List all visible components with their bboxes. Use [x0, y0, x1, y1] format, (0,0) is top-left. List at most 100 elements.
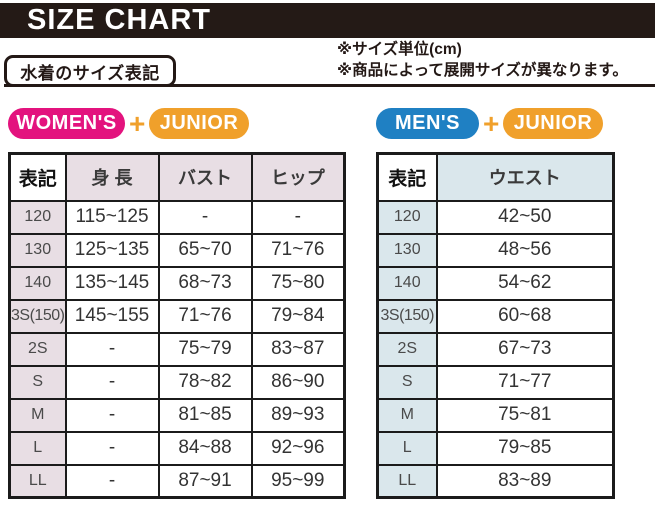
note-size-availability: ※商品によって展開サイズが異なります。 — [337, 62, 628, 79]
mens-table-body: 120 42~50 130 48~56 140 54~62 3S(150) 60~68 2S 67… — [376, 199, 615, 499]
mens-badge: MEN'S — [376, 108, 479, 139]
column-header-waist: ウエスト — [435, 152, 615, 202]
column-header-size: 表記 — [8, 152, 67, 202]
size-label-cell: 3S(150) — [376, 298, 438, 334]
size-label-cell: S — [376, 364, 438, 400]
header-row: 表記 身 長 バスト ヒップ — [8, 152, 346, 202]
junior-badge: JUNIOR — [503, 108, 603, 139]
hip-cell: 83~87 — [250, 331, 346, 367]
womens-table-body: 120 115~125- -130 125~135 65~70 71~76 140 135~1… — [8, 199, 346, 499]
size-label-cell: LL — [376, 463, 438, 499]
height-cell: 125~135 — [64, 232, 160, 268]
bust-cell: 81~85 — [157, 397, 253, 433]
bust-cell: 78~82 — [157, 364, 253, 400]
size-label-cell: 120 — [376, 199, 438, 235]
note-size-unit: ※サイズ単位(cm) — [337, 41, 462, 58]
table-row: S 71~77 — [376, 364, 615, 400]
divider-line — [4, 84, 655, 87]
size-label-cell: L — [376, 430, 438, 466]
size-label-cell: 2S — [376, 331, 438, 367]
table-row: 2S -75~79 83~87 — [8, 331, 346, 367]
size-label-cell: 130 — [376, 232, 438, 268]
waist-cell: 54~62 — [435, 265, 615, 301]
height-cell: - — [64, 331, 160, 367]
table-row: 120 115~125- - — [8, 199, 346, 235]
table-row: M -81~85 89~93 — [8, 397, 346, 433]
size-label-cell: L — [8, 430, 67, 466]
height-cell: 115~125 — [64, 199, 160, 235]
waist-cell: 75~81 — [435, 397, 615, 433]
waist-cell: 83~89 — [435, 463, 615, 499]
mens-badge-group: MEN'S + JUNIOR — [376, 108, 603, 139]
size-label-cell: 2S — [8, 331, 67, 367]
notes: ※サイズ単位(cm) ※商品によって展開サイズが異なります。 — [337, 39, 628, 81]
column-header-hip: ヒップ — [250, 152, 346, 202]
hip-cell: 95~99 — [250, 463, 346, 499]
table-row: LL 83~89 — [376, 463, 615, 499]
hip-cell: 92~96 — [250, 430, 346, 466]
hip-cell: 79~84 — [250, 298, 346, 334]
column-header-height: 身 長 — [64, 152, 160, 202]
waist-cell: 48~56 — [435, 232, 615, 268]
header-row: 表記 ウエスト — [376, 152, 615, 202]
hip-cell: - — [250, 199, 346, 235]
section-tab: 水着のサイズ表記 — [4, 55, 176, 87]
waist-cell: 60~68 — [435, 298, 615, 334]
waist-cell: 79~85 — [435, 430, 615, 466]
plus-icon: + — [483, 108, 500, 139]
womens-table-header: 表記 身 長 バスト ヒップ — [8, 152, 346, 202]
size-label-cell: LL — [8, 463, 67, 499]
table-row: L 79~85 — [376, 430, 615, 466]
table-row: 140 135~145 68~73 75~80 — [8, 265, 346, 301]
waist-cell: 67~73 — [435, 331, 615, 367]
womens-badge-group: WOMEN'S + JUNIOR — [8, 108, 249, 139]
size-label-cell: 3S(150) — [8, 298, 67, 334]
hip-cell: 75~80 — [250, 265, 346, 301]
height-cell: - — [64, 463, 160, 499]
table-row: 130 125~135 65~70 71~76 — [8, 232, 346, 268]
bust-cell: 65~70 — [157, 232, 253, 268]
height-cell: 145~155 — [64, 298, 160, 334]
column-header-size: 表記 — [376, 152, 438, 202]
size-label-cell: 130 — [8, 232, 67, 268]
size-label-cell: 120 — [8, 199, 67, 235]
table-row: L -84~88 92~96 — [8, 430, 346, 466]
bust-cell: 71~76 — [157, 298, 253, 334]
table-row: 140 54~62 — [376, 265, 615, 301]
bust-cell: 84~88 — [157, 430, 253, 466]
mens-table-header: 表記 ウエスト — [376, 152, 615, 202]
table-row: 3S(150) 145~155 71~76 79~84 — [8, 298, 346, 334]
section-tab-label: 水着のサイズ表記 — [20, 63, 160, 83]
height-cell: - — [64, 430, 160, 466]
size-label-cell: M — [376, 397, 438, 433]
table-row: 3S(150) 60~68 — [376, 298, 615, 334]
title-bar: SIZE CHART — [0, 3, 655, 38]
table-row: M 75~81 — [376, 397, 615, 433]
bust-cell: 75~79 — [157, 331, 253, 367]
table-row: 2S 67~73 — [376, 331, 615, 367]
height-cell: 135~145 — [64, 265, 160, 301]
bust-cell: 68~73 — [157, 265, 253, 301]
waist-cell: 42~50 — [435, 199, 615, 235]
table-row: 130 48~56 — [376, 232, 615, 268]
hip-cell: 71~76 — [250, 232, 346, 268]
bust-cell: - — [157, 199, 253, 235]
hip-cell: 89~93 — [250, 397, 346, 433]
size-label-cell: S — [8, 364, 67, 400]
womens-size-table: 表記 身 長 バスト ヒップ 120 115~125- -130 125~135 65~… — [8, 152, 346, 499]
waist-cell: 71~77 — [435, 364, 615, 400]
size-label-cell: 140 — [376, 265, 438, 301]
height-cell: - — [64, 397, 160, 433]
hip-cell: 86~90 — [250, 364, 346, 400]
column-header-bust: バスト — [157, 152, 253, 202]
height-cell: - — [64, 364, 160, 400]
junior-badge: JUNIOR — [149, 108, 249, 139]
plus-icon: + — [129, 108, 146, 139]
womens-badge: WOMEN'S — [8, 108, 125, 139]
size-label-cell: 140 — [8, 265, 67, 301]
mens-size-table: 表記 ウエスト 120 42~50 130 48~56 140 54~62 3S(150) 6… — [376, 152, 615, 499]
size-label-cell: M — [8, 397, 67, 433]
table-row: 120 42~50 — [376, 199, 615, 235]
table-row: LL -87~91 95~99 — [8, 463, 346, 499]
